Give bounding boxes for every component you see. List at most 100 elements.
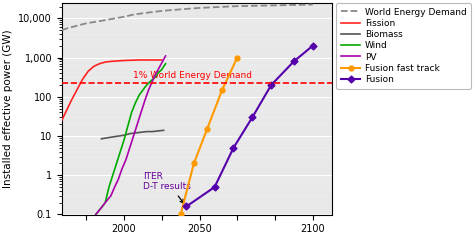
Biomass xyxy=(155,129,161,132)
Wind xyxy=(121,138,127,141)
Fusion fast track xyxy=(191,162,197,165)
PV xyxy=(153,72,159,75)
Fission xyxy=(57,123,63,126)
Biomass xyxy=(138,131,144,134)
PV xyxy=(161,58,166,61)
Text: 1% World Energy Demand: 1% World Energy Demand xyxy=(134,71,253,80)
World Energy Demand xyxy=(235,5,240,8)
PV xyxy=(108,194,114,197)
Fission xyxy=(159,59,164,61)
Wind xyxy=(163,62,168,65)
PV xyxy=(157,65,163,68)
PV xyxy=(93,213,99,216)
PV xyxy=(146,88,151,91)
Line: PV: PV xyxy=(96,56,165,214)
Wind xyxy=(133,101,138,104)
World Energy Demand xyxy=(74,24,80,27)
Biomass xyxy=(133,132,138,134)
PV xyxy=(99,206,104,209)
Wind xyxy=(155,72,161,75)
Line: Fusion fast track: Fusion fast track xyxy=(178,55,240,217)
World Energy Demand xyxy=(93,20,99,23)
Line: Biomass: Biomass xyxy=(101,130,164,139)
PV xyxy=(149,80,155,83)
PV xyxy=(112,186,118,188)
Biomass xyxy=(161,129,166,132)
Fission xyxy=(51,132,57,134)
World Energy Demand xyxy=(178,8,183,11)
Fission xyxy=(131,59,137,62)
Fission xyxy=(97,62,102,65)
PV xyxy=(119,167,125,170)
Fission xyxy=(85,70,91,73)
Fission xyxy=(102,61,108,64)
Biomass xyxy=(144,130,149,133)
World Energy Demand xyxy=(102,19,108,22)
Y-axis label: Installed effective power (GW): Installed effective power (GW) xyxy=(3,29,13,188)
Wind xyxy=(102,201,108,204)
Fusion fast track xyxy=(204,128,210,131)
Wind xyxy=(110,174,116,177)
Fission xyxy=(142,59,147,61)
Biomass xyxy=(121,134,127,137)
Fusion fast track xyxy=(219,88,225,91)
Wind xyxy=(159,68,164,71)
Biomass xyxy=(99,137,104,140)
Fission xyxy=(119,59,125,62)
Fission xyxy=(108,60,114,63)
Line: Fission: Fission xyxy=(49,60,162,140)
Wind xyxy=(118,150,123,153)
World Energy Demand xyxy=(159,9,164,12)
Biomass xyxy=(149,130,155,133)
PV xyxy=(116,178,121,181)
Biomass xyxy=(110,136,116,138)
PV xyxy=(127,146,133,149)
Fusion xyxy=(249,116,255,119)
World Energy Demand xyxy=(140,12,146,15)
PV xyxy=(123,158,129,161)
Fission xyxy=(149,59,155,61)
World Energy Demand xyxy=(272,4,278,7)
Wind xyxy=(140,88,146,91)
Fusion xyxy=(231,146,237,149)
Biomass xyxy=(116,135,121,137)
World Energy Demand xyxy=(112,17,118,20)
Line: World Energy Demand: World Energy Demand xyxy=(62,5,313,30)
Fission xyxy=(74,88,80,91)
Fission xyxy=(125,59,131,62)
Wind xyxy=(129,111,135,114)
Wind xyxy=(151,77,157,80)
World Energy Demand xyxy=(121,15,127,18)
PV xyxy=(131,135,137,137)
Wind xyxy=(144,84,149,87)
Wind xyxy=(125,125,131,128)
World Energy Demand xyxy=(131,13,137,16)
Fission xyxy=(137,59,142,61)
Fusion xyxy=(291,60,297,63)
Wind xyxy=(106,186,112,188)
Fission xyxy=(114,59,119,62)
Fusion xyxy=(268,84,274,87)
PV xyxy=(135,123,140,126)
World Energy Demand xyxy=(216,6,221,9)
World Energy Demand xyxy=(291,4,297,6)
Wind xyxy=(147,80,153,83)
World Energy Demand xyxy=(310,3,316,6)
Fusion fast track xyxy=(178,213,183,216)
Text: ITER
D-T results: ITER D-T results xyxy=(143,172,191,203)
World Energy Demand xyxy=(59,29,64,32)
Fusion xyxy=(183,205,189,208)
World Energy Demand xyxy=(83,22,89,25)
Fission xyxy=(46,138,52,141)
World Energy Demand xyxy=(149,11,155,14)
Fusion xyxy=(310,44,316,47)
Fusion fast track xyxy=(235,56,240,59)
World Energy Demand xyxy=(253,4,259,7)
Wind xyxy=(93,213,99,216)
Biomass xyxy=(104,137,110,139)
Fission xyxy=(63,111,68,114)
Fusion xyxy=(212,186,218,188)
PV xyxy=(163,55,168,57)
Biomass xyxy=(127,132,133,135)
PV xyxy=(138,111,144,114)
